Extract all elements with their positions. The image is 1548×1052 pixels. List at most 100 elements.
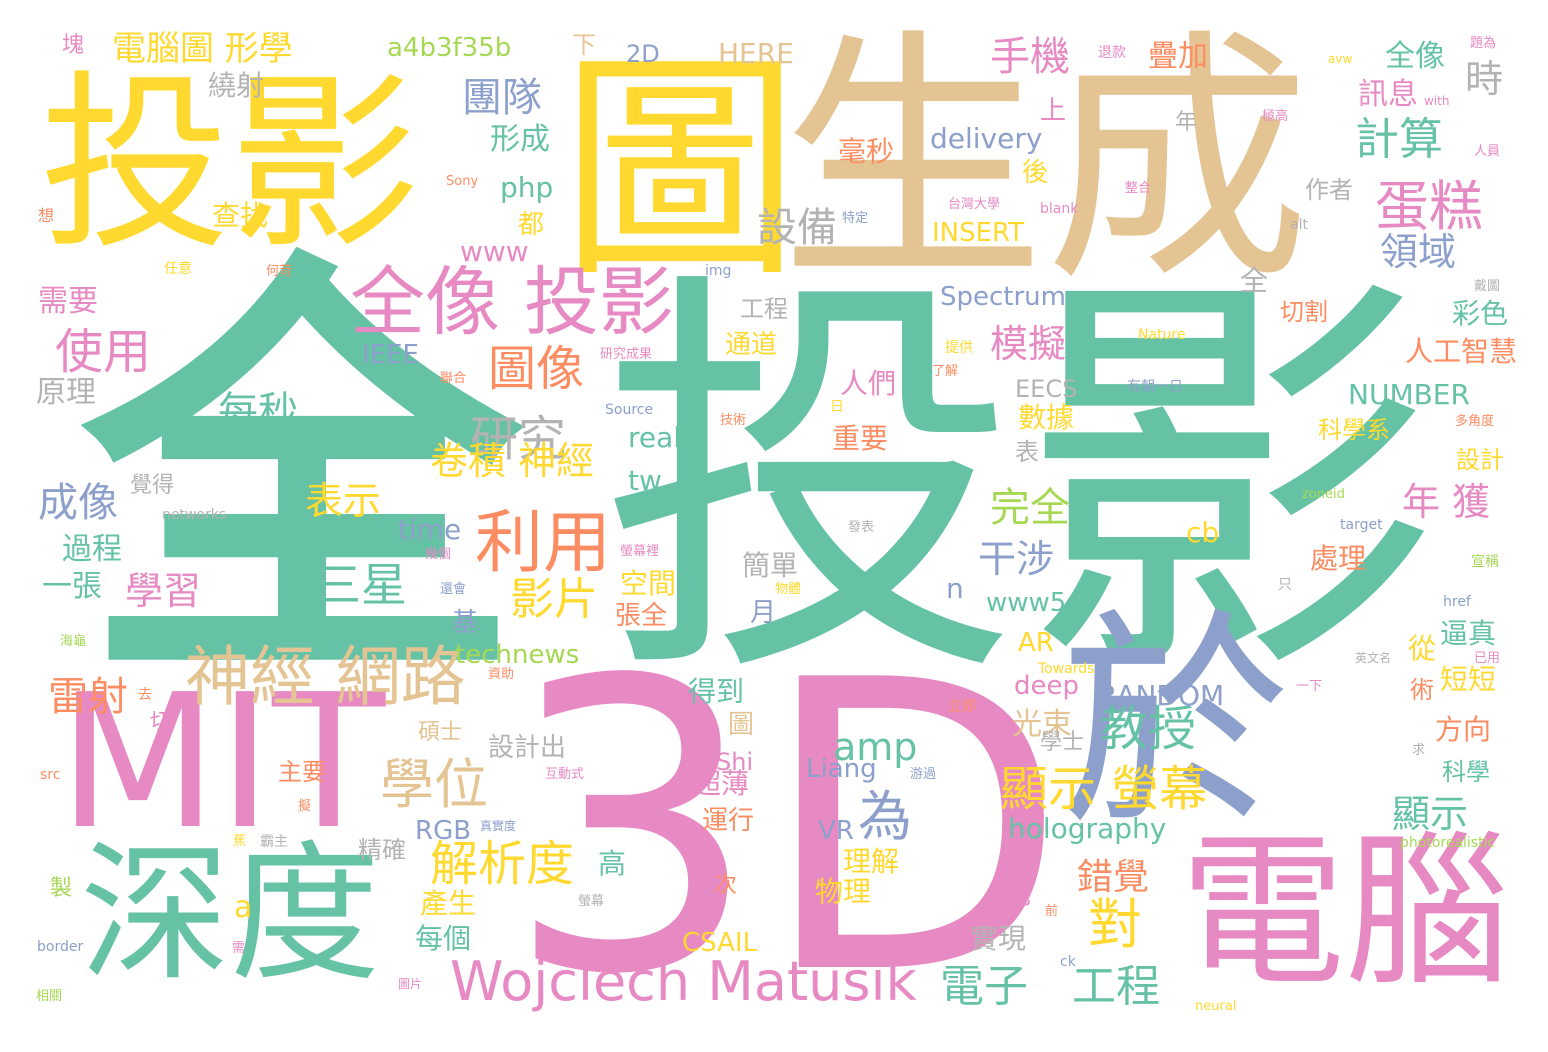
word: 影片 <box>510 574 598 625</box>
word: 年 <box>1175 110 1198 135</box>
word: 三星 <box>315 558 407 612</box>
word: a <box>234 890 253 925</box>
word: 空間 <box>620 567 677 600</box>
word: 發表 <box>848 520 875 535</box>
word: 對 <box>1088 893 1142 956</box>
word: 相關 <box>36 989 63 1004</box>
word: 了解 <box>932 364 959 379</box>
word: 全像 投影 <box>350 258 674 346</box>
word: 於 <box>1060 591 1291 858</box>
word: 霸主 <box>260 834 288 850</box>
word: 都 <box>518 210 545 240</box>
word: 英文名 <box>1355 651 1392 665</box>
word: Sony <box>446 174 479 189</box>
word: 訊息 <box>1358 77 1418 112</box>
word: amp <box>833 725 918 769</box>
word: photorealistic <box>1400 835 1496 851</box>
word: 月 <box>750 598 777 628</box>
word: 整合 <box>1125 181 1152 196</box>
word: 主要 <box>278 758 326 786</box>
word: 設計出 <box>488 733 567 763</box>
word: 擬 <box>298 799 312 814</box>
word: 需要 <box>38 284 98 319</box>
word: 3D <box>505 597 1068 1052</box>
word: avw <box>1328 52 1353 66</box>
word: 日 <box>830 399 844 415</box>
word: 人工智慧 <box>1405 335 1518 368</box>
word: 投影 <box>40 54 421 275</box>
word: 教授 <box>1100 701 1197 757</box>
word: neural <box>1195 999 1237 1014</box>
word: HERE <box>718 37 794 70</box>
word: 物體 <box>775 582 802 597</box>
word: 設備 <box>757 205 837 251</box>
word: 錯覺 <box>1077 857 1150 898</box>
word: 上 <box>1040 96 1067 126</box>
word: INSERT <box>932 218 1025 248</box>
word: 海龜 <box>60 634 87 649</box>
word: 下 <box>572 31 596 59</box>
word: php <box>500 171 554 204</box>
word: 已用 <box>1474 651 1501 666</box>
word: n <box>946 572 964 605</box>
word: 繞射 <box>208 69 265 102</box>
word: 只 <box>1278 577 1292 593</box>
word: 前 <box>1045 904 1059 919</box>
word: 圖 <box>560 30 801 310</box>
word: 設計 <box>1456 446 1504 474</box>
word: alt <box>1290 217 1308 233</box>
word: 形成 <box>490 122 550 157</box>
word: 需 <box>232 941 246 956</box>
word: 科學 <box>1442 758 1490 786</box>
word: 何苛 <box>266 264 293 279</box>
word: 為 <box>858 785 912 848</box>
word: 次 <box>715 873 738 898</box>
word: 後 <box>1022 158 1049 188</box>
word: href <box>1443 594 1471 610</box>
word: 得到 <box>688 675 745 708</box>
word: 每個 <box>415 922 472 955</box>
word: 超薄 <box>693 767 750 800</box>
word: cb <box>1186 516 1220 549</box>
word: 切 <box>150 710 173 735</box>
word: 高 <box>598 847 627 880</box>
word: 切割 <box>1280 298 1328 326</box>
word: target <box>1340 517 1383 533</box>
word: Towards <box>1038 661 1095 677</box>
word: 產生 <box>420 887 477 920</box>
word: 實現 <box>970 922 1027 955</box>
word: 解析度 <box>430 836 575 892</box>
word: 電腦圖 形學 <box>112 29 293 69</box>
word: 科學系 <box>1318 416 1390 444</box>
word: 年 獲 <box>1402 480 1491 524</box>
word: 學習 <box>125 569 202 613</box>
word: NUMBER <box>1348 378 1470 411</box>
word: Nature <box>1138 327 1186 343</box>
word: 提供 <box>945 340 973 356</box>
word: src <box>40 767 61 783</box>
word: 工程 <box>740 295 788 323</box>
word: 立即 <box>948 699 976 715</box>
word: 簡單 <box>742 549 799 582</box>
word: www5 <box>986 588 1067 618</box>
word: 重要 <box>832 422 889 455</box>
word: zoneid <box>1302 487 1345 502</box>
word: 人們 <box>840 367 897 400</box>
word: 任意 <box>164 261 192 277</box>
word: 光束 <box>1012 707 1072 742</box>
word: 數據 <box>1018 401 1075 434</box>
word: Source <box>605 402 654 418</box>
word: 資助 <box>488 667 515 682</box>
word: 有朝一日 <box>1127 379 1183 395</box>
word: 物理 <box>815 875 872 908</box>
word: 通道 <box>725 330 778 360</box>
word: 一下 <box>1296 679 1323 694</box>
word: 計算 <box>1355 114 1443 165</box>
word: 游過 <box>910 767 937 782</box>
word: 全 <box>1240 264 1269 297</box>
word: 過程 <box>62 532 122 567</box>
word: 幾個 <box>425 547 452 562</box>
word: 覺得 <box>130 473 175 498</box>
word: 學士 <box>1040 730 1085 755</box>
word: MIT <box>58 654 386 870</box>
